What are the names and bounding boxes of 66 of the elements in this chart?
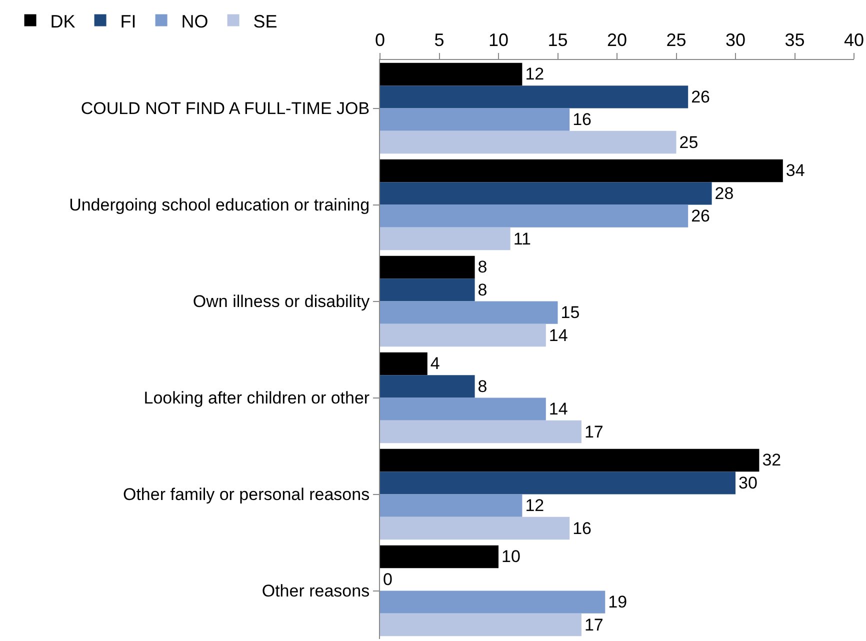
data-label: 26 bbox=[691, 206, 710, 226]
legend-label: SE bbox=[253, 11, 278, 32]
x-tick-label: 20 bbox=[606, 30, 628, 50]
bar bbox=[380, 590, 606, 614]
data-label: 26 bbox=[691, 87, 710, 106]
bar bbox=[380, 375, 475, 398]
data-label: 14 bbox=[548, 326, 568, 345]
bar bbox=[380, 448, 760, 472]
data-label: 10 bbox=[502, 547, 520, 566]
bar bbox=[380, 227, 510, 250]
data-label: 16 bbox=[572, 110, 592, 130]
bar bbox=[380, 256, 475, 279]
legend-label: FI bbox=[120, 11, 136, 32]
bar bbox=[380, 352, 428, 376]
x-tick-label: 40 bbox=[844, 30, 864, 50]
data-label: 28 bbox=[714, 184, 734, 203]
data-label: 16 bbox=[572, 518, 592, 538]
data-label: 8 bbox=[478, 258, 488, 277]
x-tick-label: 5 bbox=[434, 30, 444, 50]
bar bbox=[380, 159, 783, 182]
data-label: 17 bbox=[584, 615, 604, 634]
bar bbox=[380, 516, 570, 540]
y-tick-label: Other reasons bbox=[262, 582, 370, 601]
x-tick-label: 30 bbox=[725, 30, 746, 50]
bar bbox=[380, 182, 712, 205]
bar bbox=[380, 204, 688, 228]
x-tick-label: 10 bbox=[488, 30, 509, 50]
y-tick-label: Other family or personal reasons bbox=[122, 485, 370, 504]
bar bbox=[380, 398, 546, 420]
bar bbox=[380, 86, 688, 108]
data-label: 34 bbox=[786, 161, 805, 180]
legend-label: NO bbox=[181, 11, 208, 32]
bar bbox=[380, 324, 546, 347]
data-label: 12 bbox=[525, 496, 544, 516]
data-label: 0 bbox=[383, 570, 392, 589]
y-tick-label: COULD NOT FIND A FULL-TIME JOB bbox=[80, 99, 370, 118]
data-label: 14 bbox=[548, 400, 568, 419]
x-tick-label: 25 bbox=[666, 30, 686, 50]
data-label: 8 bbox=[478, 376, 488, 396]
bar bbox=[380, 278, 475, 302]
data-label: 15 bbox=[560, 303, 580, 322]
x-tick-label: 15 bbox=[548, 30, 568, 50]
bar bbox=[380, 613, 582, 636]
bar bbox=[380, 494, 522, 517]
data-label: 11 bbox=[513, 229, 532, 248]
bar bbox=[380, 108, 570, 131]
data-label: 19 bbox=[608, 592, 628, 612]
legend-label: DK bbox=[50, 11, 76, 32]
bar bbox=[380, 472, 736, 494]
bar bbox=[380, 545, 498, 568]
data-label: 17 bbox=[584, 422, 604, 442]
y-tick-label: Own illness or disability bbox=[192, 292, 370, 312]
bar bbox=[380, 130, 676, 154]
data-label: 32 bbox=[762, 450, 782, 470]
x-tick-label: 35 bbox=[784, 30, 805, 50]
data-label: 25 bbox=[679, 132, 698, 152]
bar bbox=[380, 420, 582, 444]
y-tick-label: Undergoing school education or training bbox=[69, 196, 370, 215]
data-label: 4 bbox=[430, 354, 440, 374]
data-label: 12 bbox=[525, 64, 544, 84]
bar bbox=[380, 62, 522, 86]
data-label: 8 bbox=[478, 280, 488, 300]
bar bbox=[380, 301, 558, 324]
x-tick-label: 0 bbox=[374, 30, 386, 50]
data-label: 30 bbox=[738, 473, 758, 492]
y-tick-label: Looking after children or other bbox=[144, 388, 370, 408]
